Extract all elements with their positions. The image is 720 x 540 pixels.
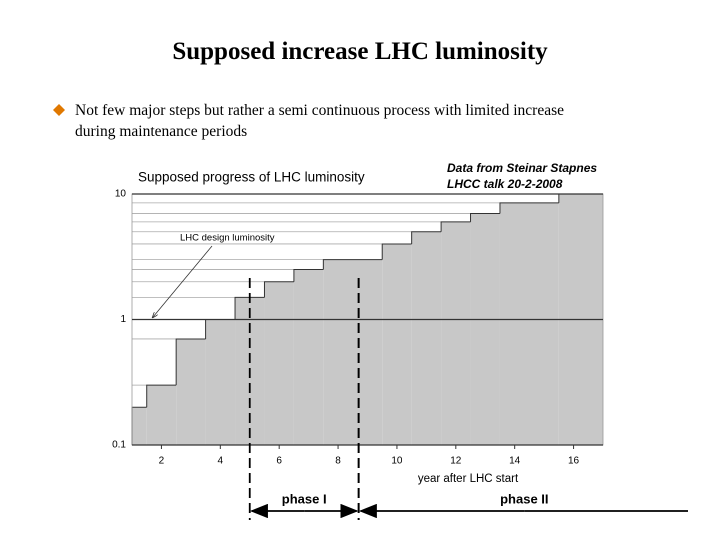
x-axis-label: year after LHC start: [418, 473, 519, 485]
step-edge: [146, 384, 177, 408]
bullet-text: during maintenance periods: [75, 123, 248, 140]
bullet-icon: [53, 104, 65, 116]
step: [470, 213, 500, 445]
source: LHCC talk 20-2-2008: [447, 177, 563, 191]
step-edge: [411, 231, 442, 244]
x-tick-label: 14: [509, 456, 521, 467]
source: Data from Steinar Stapnes: [447, 161, 597, 175]
step-edge: [470, 212, 500, 222]
step: [323, 259, 383, 445]
step-edge: [175, 338, 206, 386]
step: [441, 221, 471, 445]
x-tick-label: 16: [568, 456, 580, 467]
x-tick-label: 10: [391, 456, 403, 467]
step: [132, 407, 147, 445]
chart-title: Supposed progress of LHC luminosity: [138, 170, 365, 185]
step-edge: [499, 202, 559, 214]
step: [264, 281, 294, 445]
step: [205, 319, 236, 445]
phase-label: phase I: [282, 491, 327, 506]
y-tick-label: 1: [120, 314, 126, 325]
step: [293, 269, 324, 445]
y-tick-label: 0.1: [112, 440, 126, 451]
phase-label: phase II: [500, 491, 548, 506]
x-tick-label: 6: [276, 456, 282, 467]
step-edge: [381, 243, 412, 260]
step-edge: [234, 296, 265, 320]
step-edge: [322, 259, 383, 270]
step: [382, 243, 412, 445]
x-tick-label: 4: [218, 456, 224, 467]
step: [411, 231, 442, 445]
step-edge: [440, 221, 471, 232]
step-edge: [263, 281, 294, 298]
bullet-text: Not few major steps but rather a semi co…: [75, 102, 564, 119]
step: [176, 338, 206, 445]
slide-title: Supposed increase LHC luminosity: [172, 38, 548, 65]
x-tick-label: 2: [159, 456, 165, 467]
step: [499, 202, 559, 445]
step-edge: [293, 269, 324, 282]
step: [146, 385, 177, 445]
y-tick-label: 10: [115, 189, 127, 200]
annotation: LHC design luminosity: [180, 233, 275, 244]
annotation-arrow: [153, 245, 213, 318]
x-tick-label: 12: [450, 456, 462, 467]
x-tick-label: 8: [335, 456, 341, 467]
